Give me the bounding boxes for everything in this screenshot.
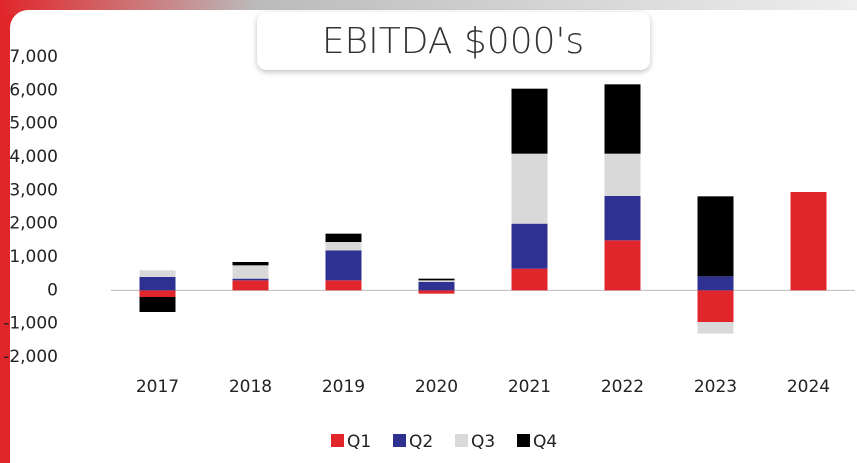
bar-segment [697,322,734,334]
y-tick-label: -2,000 [3,347,58,367]
bar-segment [697,196,734,277]
bar-segment [604,84,641,154]
bar-segment [418,290,455,294]
x-tick-label: 2021 [508,377,551,397]
legend-swatch [331,434,344,447]
y-tick-label: 7,000 [9,47,58,67]
x-tick-label: 2022 [601,377,644,397]
y-tick-label: 1,000 [9,247,58,267]
bar-segment [232,278,269,281]
legend-swatch [455,434,468,447]
legend-label: Q3 [471,432,495,452]
bar-segment [604,196,641,241]
bar-segment [139,270,176,277]
chart-title: EBITDA $000's [322,21,584,62]
bar-segment [325,250,362,281]
bar-segment [325,280,362,291]
y-tick-label: 5,000 [9,114,58,134]
bar-segment [139,290,176,297]
bar-segment [604,153,641,196]
bar-segment [232,280,269,291]
bar-segment [604,240,641,291]
x-tick-label: 2019 [322,377,365,397]
bar-segment [697,276,734,291]
bar-segment [511,88,548,154]
bar-segment [325,233,362,242]
bar-segment [418,278,455,281]
y-tick-label: 0 [47,280,58,300]
legend-swatch [517,434,530,447]
bar-segment [139,277,176,291]
y-tick-label: 2,000 [9,214,58,234]
x-tick-label: 2018 [229,377,272,397]
bar-segment [232,265,269,279]
legend-swatch [393,434,406,447]
bar-segment [511,223,548,269]
legend-label: Q4 [533,432,557,452]
bar-segment [232,262,269,266]
x-tick-label: 2024 [787,377,830,397]
legend-label: Q2 [409,432,433,452]
bar-segment [511,153,548,224]
y-tick-label: -1,000 [3,314,58,334]
bar-segment [139,297,176,312]
y-tick-label: 3,000 [9,180,58,200]
legend-label: Q1 [347,432,371,452]
bar-segment [790,192,827,291]
y-tick-label: 6,000 [9,80,58,100]
bar-segment [511,268,548,291]
y-tick-label: 4,000 [9,147,58,167]
x-tick-label: 2023 [694,377,737,397]
bar-segment [418,282,455,291]
x-tick-label: 2020 [415,377,458,397]
bar-segment [325,242,362,251]
x-tick-label: 2017 [136,377,179,397]
bar-segment [418,280,455,282]
panel [10,10,857,463]
title-box [257,12,650,70]
bar-segment [697,290,734,322]
